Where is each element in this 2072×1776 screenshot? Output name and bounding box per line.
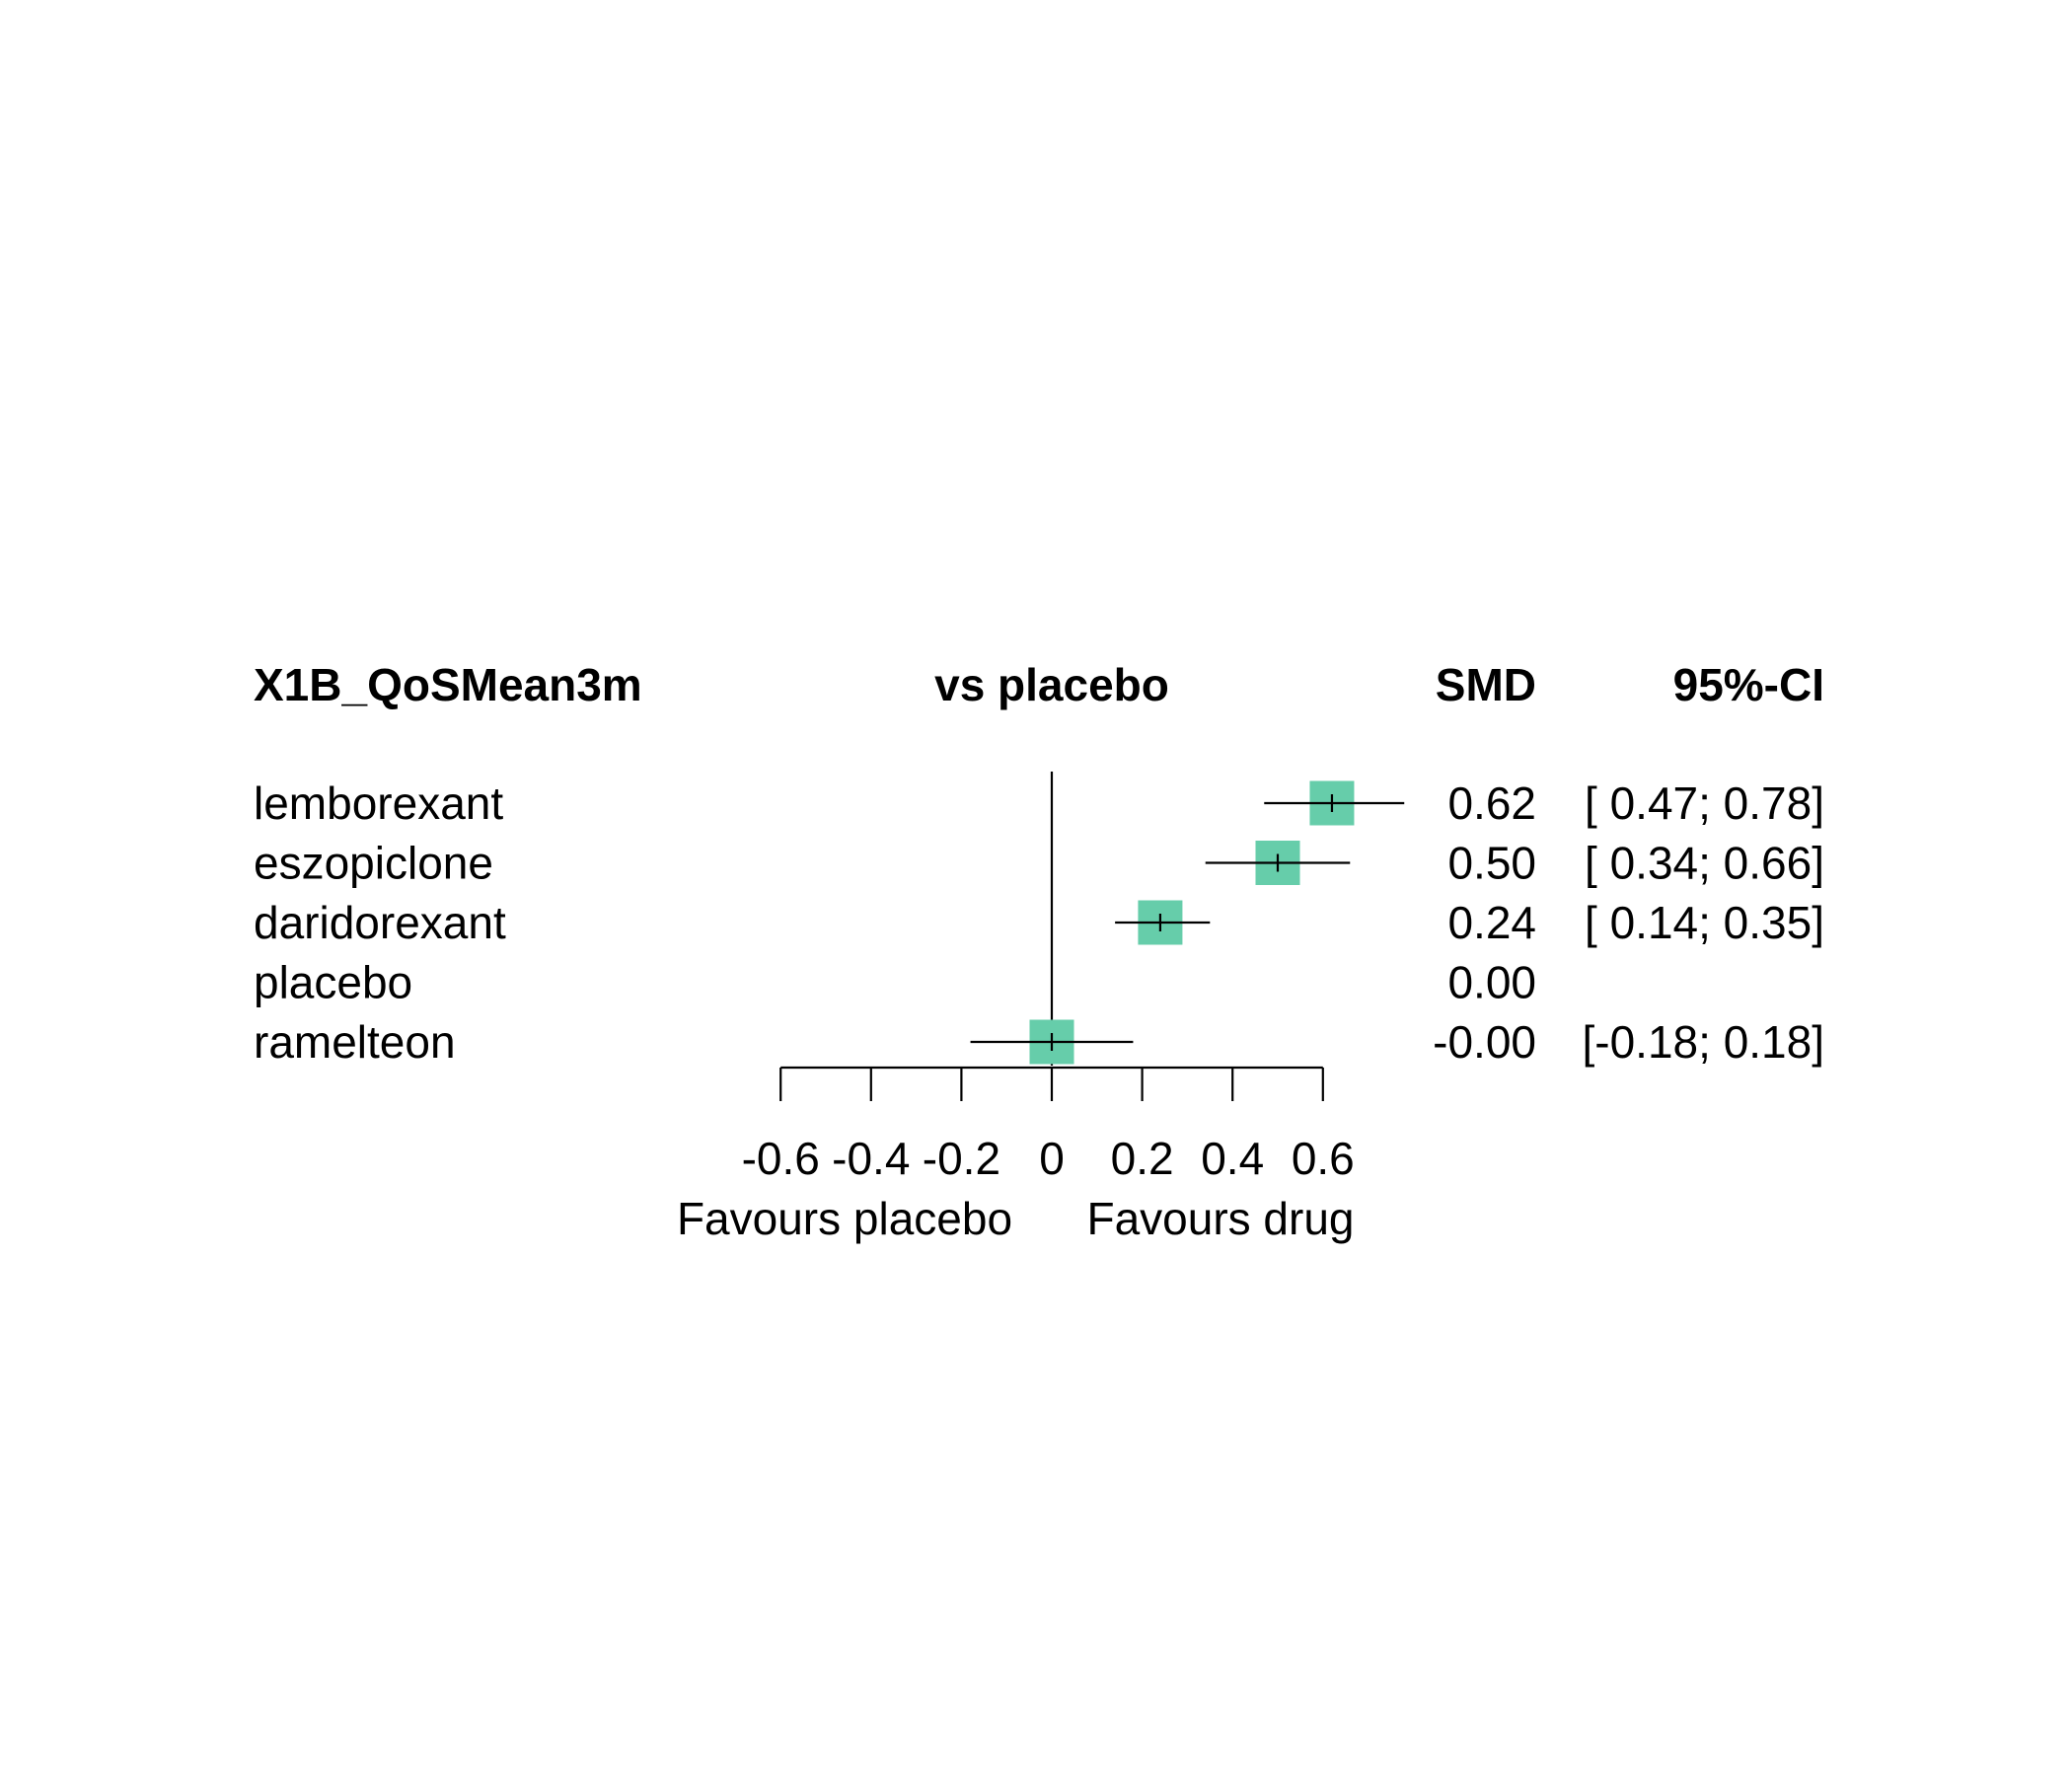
x-tick-label: 0 bbox=[1039, 1133, 1065, 1184]
smd-value: 0.24 bbox=[1447, 897, 1536, 948]
x-axis: -0.6 -0.4 -0.2 0 0.2 0.4 0.6 bbox=[742, 1066, 1355, 1184]
x-tick-label: -0.4 bbox=[832, 1133, 910, 1184]
row-eszopiclone: eszopiclone 0.50 [ 0.34; 0.66] bbox=[254, 838, 1824, 889]
header-comparison: vs placebo bbox=[934, 659, 1169, 710]
row-label: ramelteon bbox=[254, 1016, 456, 1068]
rows-layer: lemborexant 0.62 [ 0.47; 0.78] eszopiclone 0… bbox=[254, 772, 1824, 1068]
ci-value: [-0.18; 0.18] bbox=[1583, 1016, 1825, 1068]
smd-value: 0.00 bbox=[1447, 957, 1536, 1008]
ci-value: [ 0.47; 0.78] bbox=[1585, 777, 1824, 829]
ci-value: [ 0.34; 0.66] bbox=[1585, 838, 1824, 889]
row-placebo: placebo 0.00 bbox=[254, 957, 1536, 1008]
x-tick-label: -0.2 bbox=[923, 1133, 1000, 1184]
row-label: lemborexant bbox=[254, 777, 503, 829]
header-smd: SMD bbox=[1436, 659, 1536, 710]
x-tick-label: 0.2 bbox=[1111, 1133, 1174, 1184]
x-tick-label: 0.4 bbox=[1201, 1133, 1264, 1184]
row-label: placebo bbox=[254, 957, 412, 1008]
favours-placebo-label: Favours placebo bbox=[677, 1193, 1012, 1244]
favours-drug-label: Favours drug bbox=[1086, 1193, 1354, 1244]
ci-value: [ 0.14; 0.35] bbox=[1585, 897, 1824, 948]
row-daridorexant: daridorexant 0.24 [ 0.14; 0.35] bbox=[254, 897, 1824, 948]
row-ramelteon: ramelteon -0.00 [-0.18; 0.18] bbox=[254, 1016, 1824, 1068]
header-outcome: X1B_QoSMean3m bbox=[254, 659, 642, 710]
row-label: eszopiclone bbox=[254, 838, 493, 889]
smd-value: 0.50 bbox=[1447, 838, 1536, 889]
x-tick-label: 0.6 bbox=[1292, 1133, 1355, 1184]
header-ci: 95%-CI bbox=[1673, 659, 1824, 710]
row-lemborexant: lemborexant 0.62 [ 0.47; 0.78] bbox=[254, 777, 1824, 829]
smd-value: 0.62 bbox=[1447, 777, 1536, 829]
row-label: daridorexant bbox=[254, 897, 506, 948]
smd-value: -0.00 bbox=[1433, 1016, 1536, 1068]
x-tick-label: -0.6 bbox=[742, 1133, 820, 1184]
